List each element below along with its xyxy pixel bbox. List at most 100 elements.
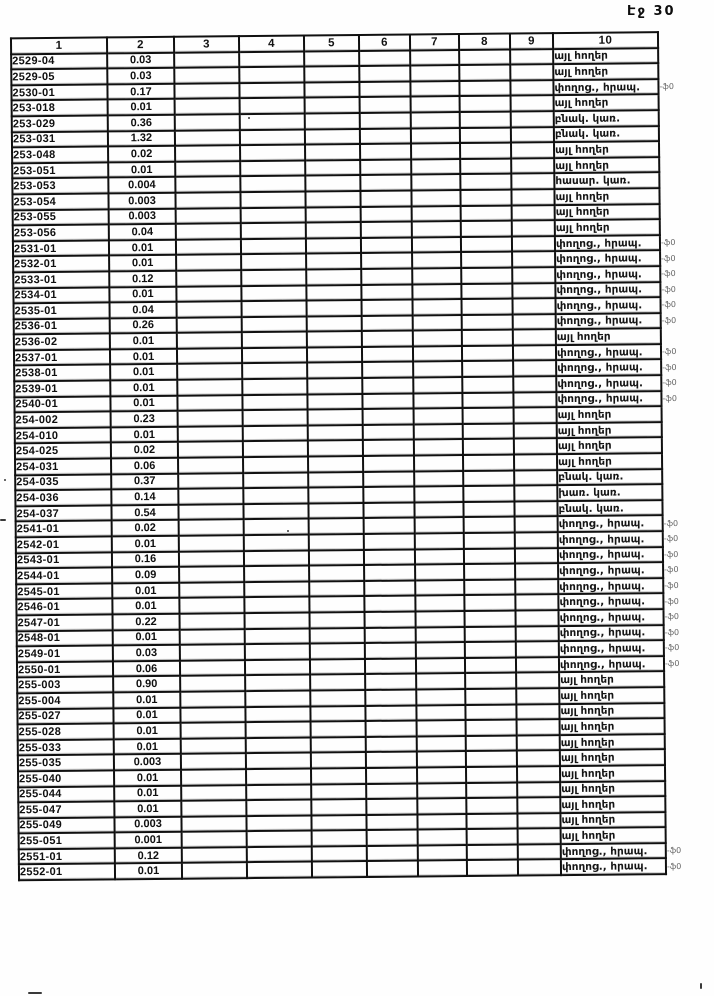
- empty-cell: [414, 501, 464, 518]
- parcel-code-cell: 2551-01: [18, 848, 115, 865]
- empty-cell: [311, 783, 367, 800]
- empty-cell: [360, 237, 413, 254]
- empty-cell: [465, 719, 517, 736]
- empty-cell: [517, 812, 561, 829]
- empty-cell: [511, 204, 555, 221]
- empty-cell: [417, 813, 467, 830]
- empty-cell: [363, 471, 415, 488]
- empty-cell: [309, 596, 365, 613]
- empty-cell: [514, 532, 558, 549]
- margin-note-cell: [665, 765, 710, 781]
- parcel-code-cell: 2537-01: [13, 349, 111, 366]
- parcel-code-cell: 2546-01: [16, 598, 113, 616]
- empty-cell: [308, 518, 364, 535]
- empty-cell: [511, 220, 555, 237]
- parcel-code-cell: 2552-01: [18, 863, 116, 881]
- empty-cell: [461, 329, 513, 346]
- empty-cell: [174, 129, 241, 146]
- empty-cell: [359, 128, 412, 145]
- empty-cell: [416, 673, 466, 690]
- land-use-cell: փողոց., հրապ.: [560, 858, 667, 876]
- area-value-cell: 0.01: [110, 426, 178, 443]
- empty-cell: [244, 581, 310, 598]
- empty-cell: [307, 409, 363, 426]
- empty-cell: [306, 300, 362, 317]
- empty-cell: [361, 330, 413, 347]
- empty-cell: [416, 704, 466, 721]
- empty-cell: [242, 425, 308, 442]
- scan-speck: [248, 117, 250, 119]
- empty-cell: [365, 705, 417, 722]
- margin-note-cell: -ֆ0: [664, 659, 680, 669]
- land-use-cell: այլ հողեր: [556, 437, 662, 455]
- empty-cell: [412, 345, 463, 362]
- parcel-code-cell: 254-035: [15, 474, 112, 491]
- empty-cell: [466, 797, 518, 814]
- margin-note-cell: -ֆ0: [659, 82, 674, 92]
- empty-cell: [514, 516, 558, 533]
- empty-cell: [245, 706, 311, 723]
- parcel-code-cell: 2548-01: [16, 629, 113, 647]
- empty-cell: [309, 658, 366, 675]
- area-value-cell: 0.01: [110, 379, 178, 397]
- empty-cell: [362, 439, 414, 457]
- empty-cell: [244, 659, 311, 676]
- empty-cell: [363, 517, 415, 534]
- land-use-cell: այլ հողեր: [554, 219, 660, 236]
- empty-cell: [174, 67, 240, 84]
- land-use-cell: այլ հողեր: [559, 687, 665, 704]
- empty-cell: [414, 470, 464, 487]
- empty-cell: [513, 360, 557, 377]
- empty-cell: [366, 829, 418, 846]
- margin-note-cell: -ֆ0: [663, 518, 679, 528]
- empty-cell: [460, 205, 512, 222]
- parcel-code-cell: 2545-01: [16, 583, 113, 600]
- empty-cell: [240, 175, 306, 193]
- empty-cell: [459, 49, 511, 66]
- empty-cell: [411, 189, 461, 207]
- empty-cell: [239, 113, 305, 130]
- parcel-code-cell: 2534-01: [13, 286, 110, 304]
- empty-cell: [417, 798, 467, 815]
- area-value-cell: 0.01: [112, 629, 180, 646]
- empty-cell: [514, 500, 558, 517]
- parcel-code-cell: 253-048: [12, 146, 109, 164]
- empty-cell: [243, 487, 309, 504]
- parcel-code-cell: 2541-01: [15, 520, 112, 538]
- empty-cell: [464, 594, 516, 611]
- empty-cell: [463, 501, 515, 518]
- empty-cell: [178, 457, 244, 474]
- empty-cell: [305, 159, 361, 176]
- empty-cell: [180, 675, 246, 692]
- empty-cell: [510, 142, 555, 159]
- empty-cell: [309, 627, 365, 644]
- empty-cell: [359, 112, 411, 129]
- land-use-cell: այլ հողեր: [560, 811, 666, 829]
- empty-cell: [304, 81, 360, 98]
- empty-cell: [415, 642, 465, 659]
- empty-cell: [465, 688, 517, 705]
- empty-cell: [245, 674, 311, 692]
- margin-note-cell: -ֆ0: [666, 846, 682, 856]
- land-use-cell: փողոց., հրապ.: [553, 78, 659, 96]
- area-value-cell: 0.01: [113, 691, 181, 708]
- land-use-cell: փողոց., հրապ.: [556, 390, 662, 408]
- empty-cell: [366, 782, 418, 800]
- margin-note-cell: [659, 156, 704, 172]
- empty-cell: [516, 703, 560, 720]
- area-value-cell: 0.01: [113, 707, 181, 724]
- parcel-code-cell: 255-051: [18, 832, 115, 850]
- area-value-cell: 0.01: [114, 863, 183, 880]
- margin-note-cell: [660, 219, 705, 235]
- empty-cell: [307, 424, 363, 441]
- parcel-code-cell: 255-044: [18, 785, 115, 803]
- parcel-code-cell: 2544-01: [16, 567, 113, 585]
- parcel-code-cell: 254-036: [15, 489, 112, 507]
- parcel-code-cell: 255-028: [17, 723, 114, 741]
- parcel-code-cell: 2547-01: [16, 614, 113, 631]
- empty-cell: [363, 502, 415, 519]
- empty-cell: [413, 377, 463, 394]
- empty-cell: [308, 456, 364, 473]
- empty-cell: [245, 690, 311, 707]
- empty-cell: [466, 782, 518, 799]
